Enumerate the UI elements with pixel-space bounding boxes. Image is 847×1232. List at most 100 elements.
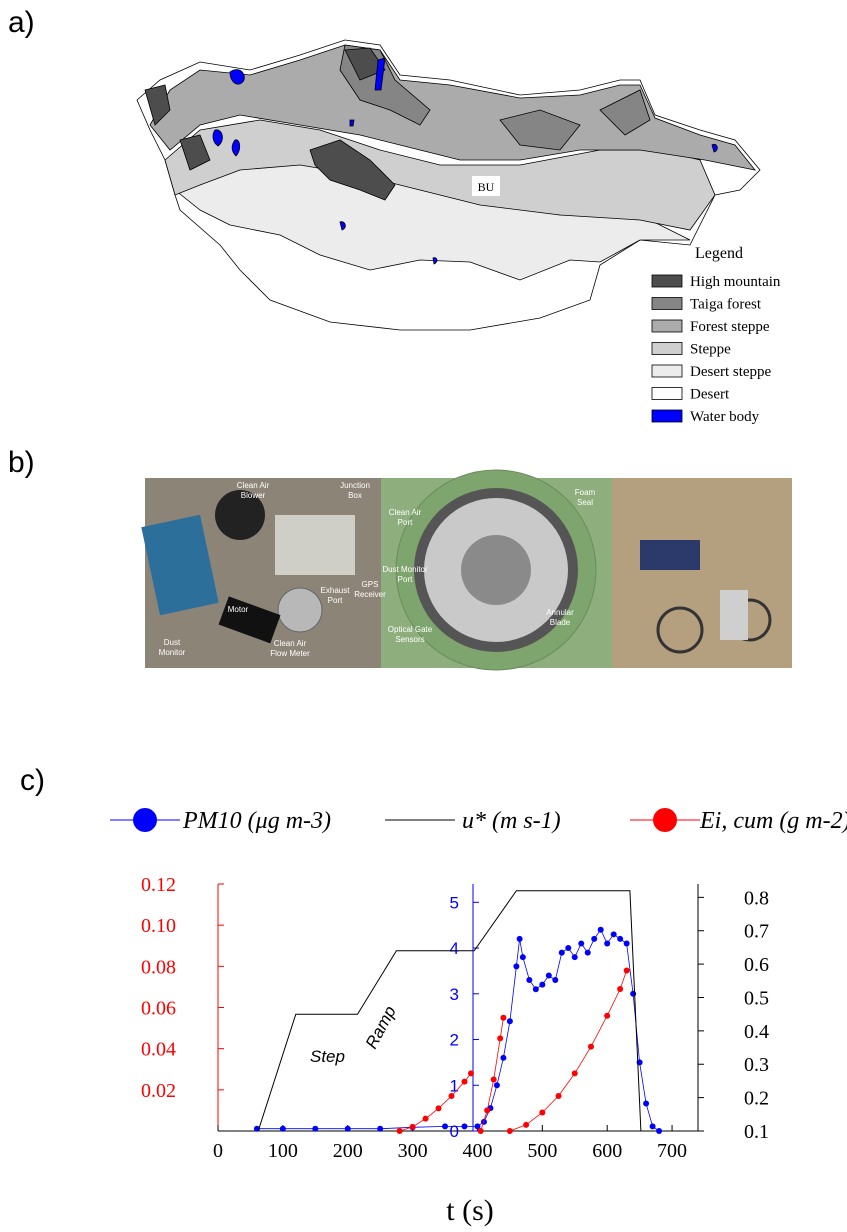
annotation: Ramp bbox=[362, 1003, 400, 1052]
photo-object bbox=[656, 606, 704, 654]
x-tick-label: 100 bbox=[268, 1140, 298, 1162]
y3-tick-label: 1 bbox=[450, 1076, 459, 1095]
data-point bbox=[610, 931, 617, 938]
data-point bbox=[643, 1100, 650, 1107]
map-legend-swatch bbox=[651, 319, 683, 333]
data-point bbox=[484, 1107, 491, 1114]
panel-label: b) bbox=[8, 446, 35, 479]
data-point bbox=[422, 1115, 429, 1122]
data-point bbox=[555, 1093, 562, 1100]
photo-object bbox=[720, 590, 748, 640]
map-label-box bbox=[472, 176, 500, 196]
photo-label: Dust Monitor bbox=[382, 565, 428, 574]
map-legend-swatch bbox=[651, 274, 683, 288]
data-point bbox=[526, 977, 533, 984]
map-legend-label: Water body bbox=[690, 409, 760, 425]
data-point bbox=[279, 1125, 286, 1132]
data-point bbox=[513, 963, 520, 970]
y2-tick-label: 0.1 bbox=[744, 1121, 769, 1143]
y2-tick-label: 0.2 bbox=[744, 1088, 769, 1110]
photo-label: Box bbox=[348, 491, 362, 500]
panel-label: c) bbox=[20, 764, 45, 797]
photo-label: Port bbox=[328, 596, 343, 605]
photo-labels: Clean AirBlowerJunctionBoxGPSReceiverExh… bbox=[159, 481, 596, 658]
photos bbox=[141, 469, 792, 671]
map-legend-label: Desert steppe bbox=[690, 364, 772, 380]
map-zone bbox=[164, 119, 716, 231]
data-point bbox=[571, 954, 578, 961]
data-point bbox=[649, 1123, 656, 1130]
y3-tick-label: 5 bbox=[450, 893, 459, 912]
photo-object bbox=[141, 514, 219, 616]
y3-tick-label: 4 bbox=[450, 939, 459, 958]
photo-label: Blade bbox=[550, 618, 571, 627]
map bbox=[136, 39, 761, 331]
data-point bbox=[490, 1076, 497, 1083]
data-point bbox=[312, 1125, 319, 1132]
y2-tick-label: 0.4 bbox=[744, 1021, 769, 1043]
data-point bbox=[578, 940, 585, 947]
data-point bbox=[506, 1128, 513, 1134]
data-point bbox=[500, 1054, 507, 1061]
y-tick-label: 0.08 bbox=[141, 956, 176, 978]
data-point bbox=[617, 935, 624, 942]
map-legend-swatch bbox=[651, 297, 683, 310]
y-tick-label: 0.02 bbox=[141, 1080, 176, 1102]
data-point bbox=[591, 935, 598, 942]
photo-label: Foam bbox=[575, 488, 596, 497]
photo-label: Receiver bbox=[354, 590, 386, 599]
photo-label: Blower bbox=[241, 491, 266, 500]
photo-label: Exhaust bbox=[321, 586, 351, 595]
data-point bbox=[523, 1121, 530, 1128]
map-legend-swatch bbox=[651, 387, 683, 400]
photo-label: Clean Air bbox=[237, 481, 270, 490]
data-point bbox=[519, 954, 526, 961]
data-point bbox=[497, 1035, 504, 1042]
map-legend-label: Desert bbox=[690, 387, 730, 403]
data-point bbox=[587, 1043, 594, 1050]
photo-label: Junction bbox=[340, 481, 370, 490]
data-point bbox=[461, 1123, 468, 1130]
data-point bbox=[539, 981, 546, 988]
photo-object bbox=[461, 535, 531, 605]
data-point bbox=[623, 940, 630, 947]
y2-tick-label: 0.3 bbox=[744, 1054, 769, 1076]
y2-tick-label: 0.7 bbox=[744, 921, 769, 943]
data-point bbox=[474, 1123, 481, 1130]
y-tick-label: 0.12 bbox=[141, 874, 176, 896]
y-tick-label: 0.04 bbox=[141, 1039, 176, 1061]
map-legend-swatch bbox=[651, 342, 683, 355]
photo-label: Optical Gate bbox=[388, 625, 433, 634]
photo-label: Dust bbox=[164, 638, 181, 647]
x-tick-label: 0 bbox=[213, 1140, 223, 1162]
photo-label: Monitor bbox=[159, 648, 186, 657]
data-point bbox=[442, 1123, 449, 1130]
photo-object bbox=[275, 515, 355, 575]
data-point bbox=[396, 1128, 403, 1134]
x-tick-label: 300 bbox=[398, 1140, 428, 1162]
photo bbox=[612, 478, 792, 668]
data-point bbox=[500, 1014, 507, 1021]
photo-label: Port bbox=[398, 575, 413, 584]
data-point bbox=[377, 1125, 384, 1132]
map-legend-label: Taiga forest bbox=[690, 297, 762, 313]
photo-label: Motor bbox=[228, 605, 249, 614]
x-tick-label: 600 bbox=[592, 1140, 622, 1162]
data-point bbox=[623, 967, 630, 974]
legend-marker bbox=[133, 808, 157, 832]
data-point bbox=[467, 1070, 474, 1077]
photo-label: Flow Meter bbox=[270, 649, 310, 658]
y3-tick-label: 2 bbox=[450, 1031, 459, 1050]
data-point bbox=[597, 926, 604, 933]
panel-label: a) bbox=[8, 6, 35, 39]
chart: 0 100 200 300 400 500 600 700 0.02 0.04 0.06 0.08 0.… bbox=[110, 808, 847, 1227]
map-legend-swatch bbox=[651, 409, 683, 423]
map-legend-swatch bbox=[651, 364, 683, 378]
data-point bbox=[448, 1093, 455, 1100]
data-point bbox=[409, 1123, 416, 1130]
annotation: Step bbox=[310, 1047, 345, 1066]
data-point bbox=[461, 1078, 468, 1085]
photo-label: Sensors bbox=[395, 635, 424, 644]
y3-tick-label: 0 bbox=[450, 1122, 459, 1141]
